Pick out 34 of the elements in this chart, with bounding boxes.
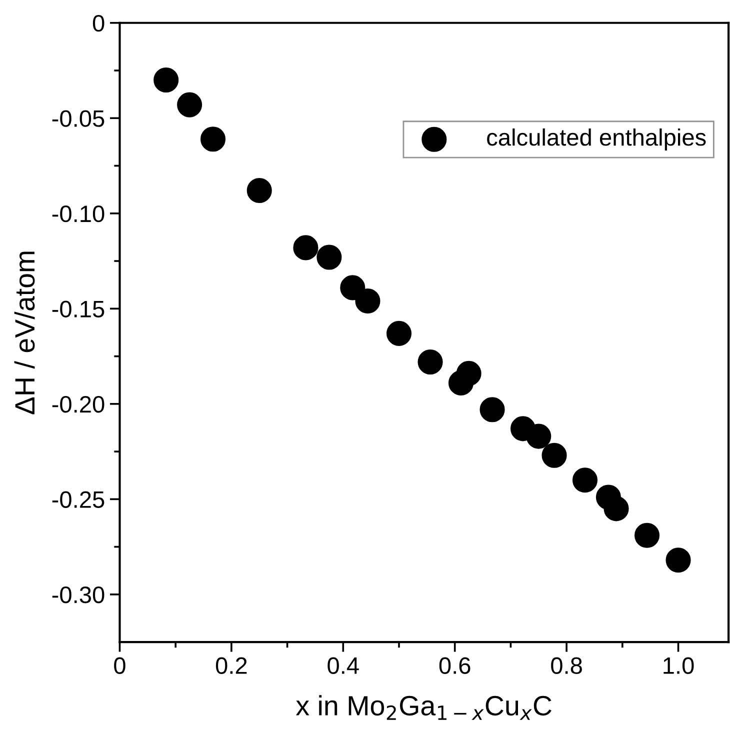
- x-tick-label: 1.0: [664, 657, 694, 674]
- legend-label: calculated enthalpies: [487, 128, 706, 150]
- x-tick-label: 0: [114, 657, 126, 674]
- x-axis-title: x in Mo$_{2}$Ga$_{1−x}$Cu$_{x}$C: [296, 695, 552, 720]
- y-tick-label: -0.15: [52, 300, 104, 318]
- point: [246, 178, 272, 204]
- x-tick-label: 0.6: [439, 657, 470, 674]
- y-tick-label: -0.05: [52, 110, 104, 127]
- point: [572, 468, 598, 493]
- point: [177, 92, 202, 118]
- y-tick-label: -0.10: [52, 205, 104, 222]
- point: [604, 496, 629, 522]
- point: [154, 68, 179, 93]
- point: [542, 442, 567, 468]
- y-tick-label: 0: [92, 14, 104, 32]
- y-tick-label: -0.30: [52, 586, 104, 604]
- point: [666, 548, 691, 573]
- x-tick-label: 0.4: [328, 657, 359, 674]
- x-tick-label: 0.2: [216, 657, 247, 674]
- y-axis-title: ΔH / eV/atom: [14, 252, 35, 414]
- point: [456, 360, 482, 386]
- x-tick-label: 0.8: [551, 657, 582, 674]
- y-tick-label: -0.25: [52, 491, 104, 508]
- point: [200, 126, 226, 152]
- y-tick-label: -0.20: [52, 396, 104, 413]
- point: [634, 522, 660, 548]
- point: [480, 397, 505, 422]
- point: [526, 424, 552, 449]
- point: [340, 275, 366, 300]
- point: [316, 244, 342, 270]
- point: [355, 288, 380, 314]
- point: [418, 349, 443, 375]
- point: [293, 235, 318, 260]
- point: [386, 320, 412, 346]
